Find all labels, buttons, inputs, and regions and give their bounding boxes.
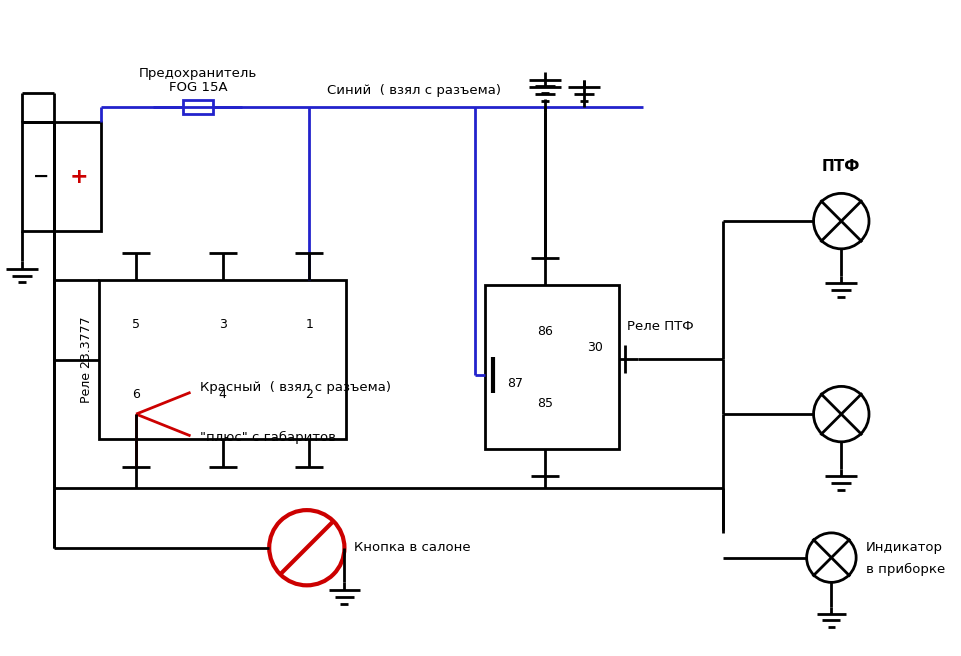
Bar xyxy=(99,281,346,439)
Text: 85: 85 xyxy=(536,396,553,409)
Text: Красный  ( взял с разъема): Красный ( взял с разъема) xyxy=(200,381,391,394)
Text: 86: 86 xyxy=(536,325,553,338)
Text: в приборке: в приборке xyxy=(865,563,945,576)
Text: −: − xyxy=(34,167,50,186)
Text: 87: 87 xyxy=(506,377,522,390)
Text: 30: 30 xyxy=(586,340,603,354)
Bar xyxy=(484,285,618,449)
Text: Синий  ( взял с разъема): Синий ( взял с разъема) xyxy=(327,85,500,97)
Text: ПТФ: ПТФ xyxy=(822,159,859,174)
Text: 2: 2 xyxy=(305,388,313,401)
Text: Кнопка в салоне: Кнопка в салоне xyxy=(354,541,471,554)
Text: Предохранитель: Предохранитель xyxy=(138,66,257,79)
Text: 5: 5 xyxy=(132,318,140,331)
Bar xyxy=(22,122,101,231)
Text: Индикатор: Индикатор xyxy=(865,541,942,554)
Text: Реле ПТФ: Реле ПТФ xyxy=(626,319,693,333)
Text: 4: 4 xyxy=(218,388,227,401)
Text: Реле 23.3777: Реле 23.3777 xyxy=(80,316,93,403)
Text: 3: 3 xyxy=(218,318,227,331)
Text: FOG 15A: FOG 15A xyxy=(168,81,227,94)
Text: 6: 6 xyxy=(132,388,140,401)
Bar xyxy=(183,100,212,114)
Text: 1: 1 xyxy=(305,318,313,331)
Text: +: + xyxy=(69,167,88,186)
Text: "плюс" с габаритов: "плюс" с габаритов xyxy=(200,432,336,444)
